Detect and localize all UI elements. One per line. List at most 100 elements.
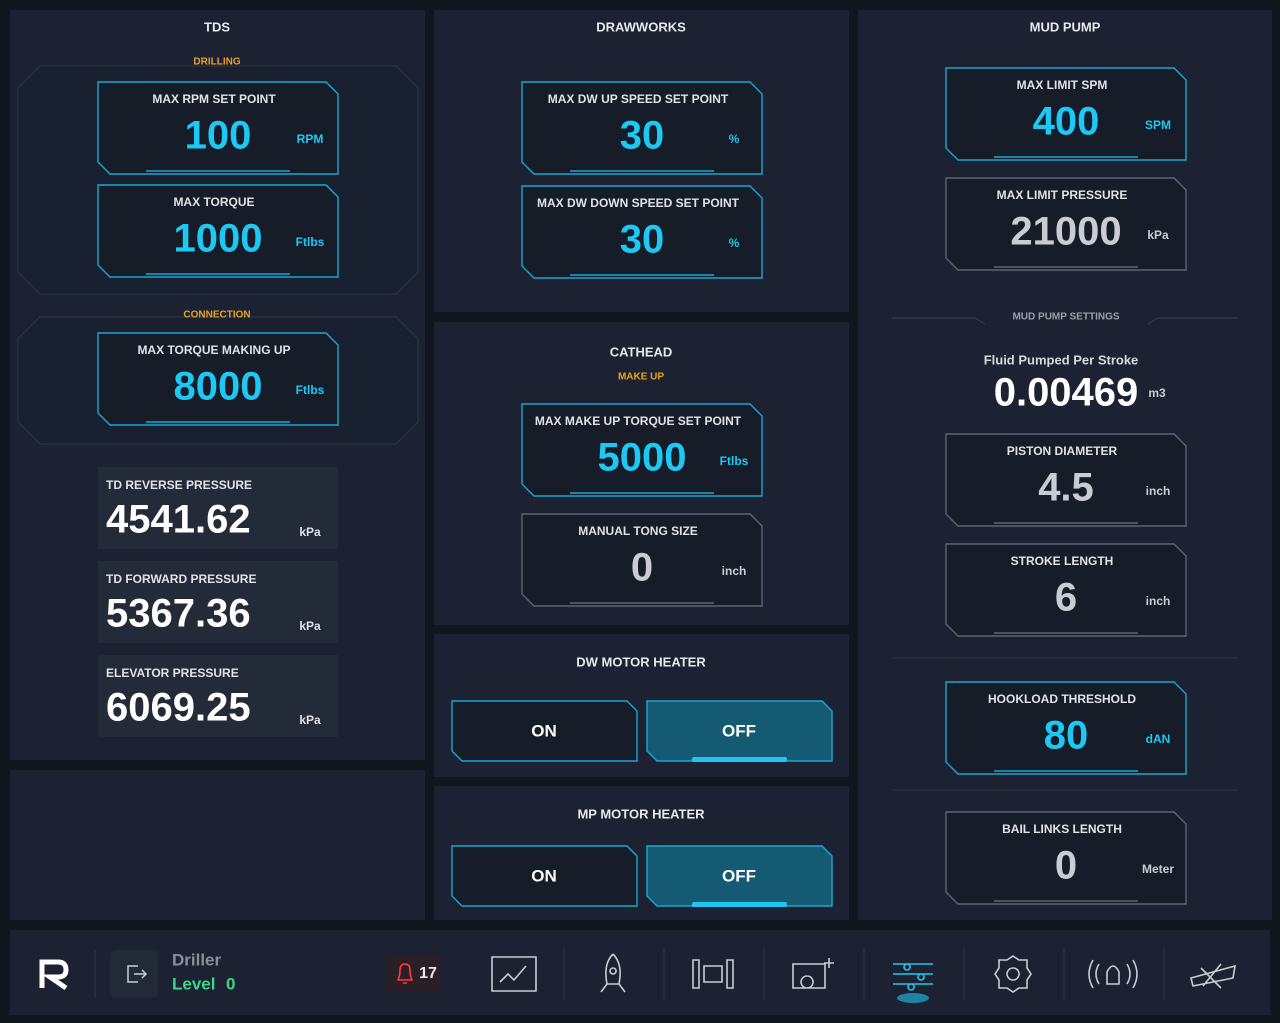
icon-shape — [491, 956, 537, 992]
panel — [10, 770, 425, 920]
panel-title: MP MOTOR HEATER — [577, 806, 705, 821]
setting-card — [945, 811, 1187, 905]
card-value: 0 — [1055, 844, 1077, 888]
panel-title: DRAWWORKS — [596, 19, 686, 34]
reading-card — [98, 655, 338, 737]
nav-icon[interactable] — [600, 953, 626, 993]
toggle-button[interactable] — [646, 700, 833, 762]
setting-card[interactable] — [521, 403, 763, 497]
setting-card — [945, 543, 1187, 637]
card-label: MAX MAKE UP TORQUE SET POINT — [535, 414, 742, 428]
nav-icon[interactable] — [1190, 963, 1236, 989]
setting-card[interactable] — [97, 81, 339, 175]
active-glow — [692, 757, 787, 762]
card-unit: Ftlbs — [296, 383, 325, 397]
reading-unit: kPa — [299, 619, 321, 633]
card-label: MAX DW UP SPEED SET POINT — [548, 92, 729, 106]
card-unit: inch — [1146, 484, 1171, 498]
card-unit: kPa — [1147, 228, 1169, 242]
card-value: 8000 — [174, 365, 263, 409]
card-value: 30 — [620, 114, 665, 158]
card-unit: RPM — [297, 132, 324, 146]
logout-icon — [127, 965, 148, 983]
panel-title: TDS — [204, 19, 230, 34]
card-unit: inch — [722, 564, 747, 578]
reading-value: 6069.25 — [106, 686, 251, 730]
reading-card — [98, 561, 338, 643]
card-label: MAX LIMIT SPM — [1017, 78, 1108, 92]
icon-shape — [994, 955, 1032, 993]
fluid-unit: m3 — [1148, 386, 1166, 400]
setting-card[interactable] — [97, 332, 339, 426]
card-unit: % — [729, 236, 740, 250]
section-label: DRILLING — [193, 57, 240, 68]
setting-card[interactable] — [945, 67, 1187, 161]
card-label: PISTON DIAMETER — [1007, 444, 1118, 458]
nav-icon[interactable] — [692, 959, 734, 989]
nav-icon[interactable] — [1088, 959, 1138, 989]
card-label: MANUAL TONG SIZE — [578, 524, 698, 538]
setting-card[interactable] — [521, 185, 763, 279]
card-unit: Ftlbs — [296, 235, 325, 249]
active-glow — [692, 902, 787, 907]
setting-card[interactable] — [97, 184, 339, 278]
card-value: 100 — [185, 114, 252, 158]
panel-title: CATHEAD — [610, 344, 673, 359]
level-value: 0 — [226, 974, 235, 993]
alert-badge[interactable] — [385, 956, 441, 992]
card-value: 30 — [620, 218, 665, 262]
reading-unit: kPa — [299, 525, 321, 539]
panel-title: DW MOTOR HEATER — [576, 654, 706, 669]
reading-value: 5367.36 — [106, 592, 251, 636]
card-unit: Ftlbs — [720, 454, 749, 468]
toggle-button[interactable] — [646, 845, 833, 907]
button-label: ON — [531, 866, 557, 885]
icon-shape — [792, 958, 834, 989]
setting-card — [945, 433, 1187, 527]
card-label: MAX TORQUE — [173, 195, 254, 209]
card-value: 0 — [631, 546, 653, 590]
card-unit: dAN — [1146, 732, 1171, 746]
card-unit: Meter — [1142, 862, 1174, 876]
alert-count: 17 — [419, 965, 437, 982]
card-value: 4.5 — [1038, 466, 1094, 510]
setting-card — [945, 177, 1187, 271]
card-label: MAX TORQUE MAKING UP — [137, 343, 290, 357]
fluid-value: 0.00469 — [994, 371, 1139, 415]
fluid-label: Fluid Pumped Per Stroke — [984, 352, 1139, 367]
section-label: MAKE UP — [618, 372, 664, 383]
button-label: OFF — [722, 866, 756, 885]
card-value: 1000 — [174, 217, 263, 261]
setting-card[interactable] — [945, 681, 1187, 775]
reading-label: ELEVATOR PRESSURE — [106, 666, 239, 680]
logo — [39, 959, 69, 991]
card-unit: SPM — [1145, 118, 1171, 132]
nav-bar — [10, 930, 1270, 1015]
toggle-button[interactable] — [451, 845, 638, 907]
nav-icon[interactable] — [994, 955, 1032, 993]
nav-icon[interactable] — [893, 963, 933, 991]
user-role: Driller — [172, 950, 222, 969]
level-label: Level — [172, 974, 215, 993]
card-value: 5000 — [598, 436, 687, 480]
button-label: OFF — [722, 721, 756, 740]
card-unit: inch — [1146, 594, 1171, 608]
button-label: ON — [531, 721, 557, 740]
nav-icon[interactable] — [792, 958, 834, 989]
setting-card[interactable] — [521, 81, 763, 175]
reading-value: 4541.62 — [106, 498, 251, 542]
icon-shape — [893, 963, 933, 991]
toggle-button[interactable] — [451, 700, 638, 762]
nav-icon[interactable] — [491, 956, 537, 992]
icon-shape — [692, 959, 734, 989]
card-label: MAX RPM SET POINT — [152, 92, 276, 106]
reading-card — [98, 467, 338, 549]
reading-label: TD FORWARD PRESSURE — [106, 572, 256, 586]
card-label: HOOKLOAD THRESHOLD — [988, 692, 1136, 706]
icon-shape — [1088, 959, 1138, 989]
card-label: MAX LIMIT PRESSURE — [997, 188, 1128, 202]
bell-icon — [396, 963, 414, 984]
section-label: CONNECTION — [183, 310, 250, 321]
card-unit: % — [729, 132, 740, 146]
